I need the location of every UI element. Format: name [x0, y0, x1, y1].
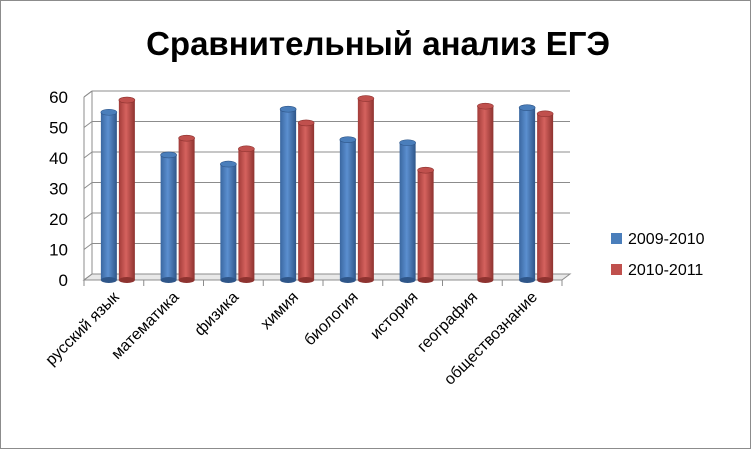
bar-base — [100, 277, 117, 283]
y-tick-label: 20 — [49, 210, 68, 229]
bar-base — [537, 277, 554, 283]
bar-base — [339, 277, 356, 283]
bar-base — [280, 277, 297, 283]
bar-body — [357, 98, 374, 281]
bar-top — [399, 139, 416, 147]
x-tick-label: биология — [301, 289, 361, 349]
gridline-slant — [83, 212, 93, 220]
bar-body — [220, 164, 237, 280]
bar-base — [238, 277, 255, 283]
bar-body — [118, 100, 135, 280]
y-axis-top — [83, 90, 93, 98]
x-tick-label: русский язык — [43, 288, 124, 369]
bar-body — [537, 113, 554, 281]
gridline-slant — [83, 151, 93, 159]
bar-top — [279, 105, 297, 113]
bar — [178, 134, 195, 283]
bar-base — [519, 277, 536, 283]
bar-top — [477, 102, 494, 110]
bar — [417, 166, 434, 283]
bar-base — [118, 277, 135, 283]
bar-top — [178, 134, 195, 142]
x-tick-label: физика — [192, 289, 243, 340]
y-tick-label: 10 — [49, 241, 68, 260]
bar — [238, 145, 255, 283]
bar-body — [178, 138, 195, 280]
bar — [477, 102, 494, 283]
y-tick-label: 50 — [49, 119, 68, 138]
x-tick-label: химия — [258, 289, 302, 333]
y-tick-label: 30 — [49, 180, 68, 199]
bar-body — [417, 170, 434, 280]
legend-label: 2009-2010 — [628, 231, 705, 248]
bar — [100, 108, 118, 283]
bar-base — [477, 277, 494, 283]
bar-top — [238, 145, 255, 153]
gridline-slant — [83, 182, 93, 189]
bar-top — [297, 119, 315, 127]
y-tick-label: 40 — [49, 149, 68, 168]
bar-base — [160, 277, 177, 283]
bar-body — [399, 142, 416, 280]
bar-base — [220, 277, 237, 283]
bar-base — [357, 277, 374, 283]
bar — [518, 104, 536, 283]
bar-body — [298, 122, 315, 280]
bar-body — [238, 148, 255, 280]
bar — [160, 151, 177, 283]
bar — [220, 160, 237, 283]
gridline-slant — [83, 121, 93, 128]
bar-top — [100, 108, 118, 116]
bar — [339, 136, 357, 283]
bar-base — [399, 277, 416, 283]
y-tick-label: 0 — [59, 271, 68, 290]
bar-top — [518, 104, 536, 111]
bar-base — [298, 277, 315, 283]
plot-floor — [82, 273, 572, 281]
gridline-slant — [83, 243, 93, 250]
bar-body — [100, 112, 117, 280]
bar-top — [118, 96, 136, 104]
bar — [297, 119, 315, 283]
bar-body — [477, 106, 494, 281]
bar-top — [357, 95, 375, 102]
bar-body — [339, 139, 356, 280]
bar-base — [417, 277, 434, 283]
bar-body — [280, 109, 297, 280]
legend-label: 2010-2011 — [628, 262, 703, 279]
bar-top — [160, 151, 177, 159]
bar-top — [220, 160, 237, 168]
bar — [357, 95, 375, 283]
bar-body — [519, 107, 536, 280]
bar — [118, 96, 136, 283]
bar-top — [536, 110, 554, 118]
chart-title: Сравнительный анализ ЕГЭ — [146, 25, 610, 62]
bar-body — [160, 154, 177, 280]
bar-base — [178, 277, 195, 283]
bar-top — [339, 136, 357, 143]
x-tick-label: история — [367, 289, 421, 343]
gridline-slant — [83, 273, 93, 281]
legend-swatch — [611, 233, 622, 244]
y-tick-label: 60 — [49, 88, 68, 107]
legend-swatch — [611, 264, 622, 275]
bar — [279, 105, 297, 283]
bar — [536, 110, 554, 283]
bar-top — [417, 166, 434, 174]
bar — [399, 139, 416, 283]
